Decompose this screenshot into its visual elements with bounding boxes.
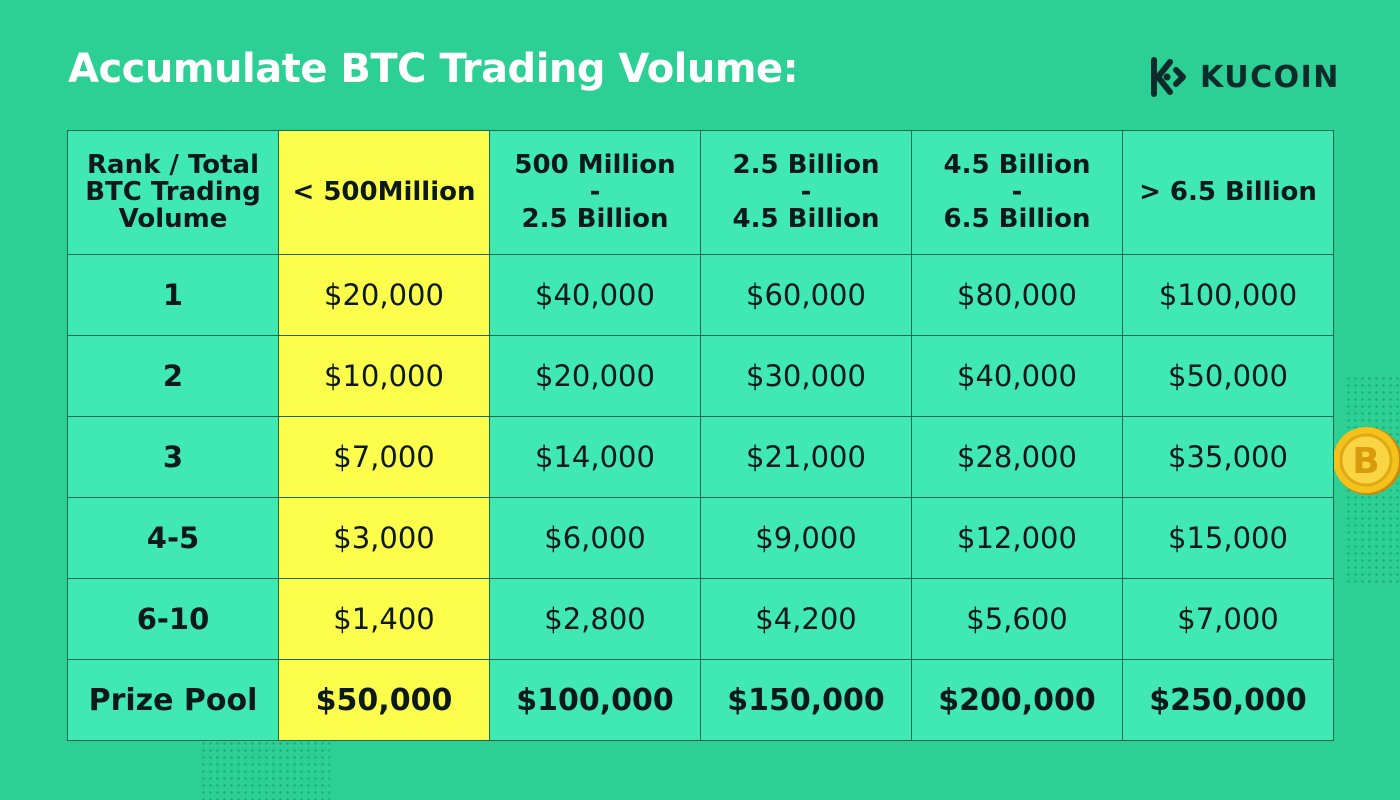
page-title: Accumulate BTC Trading Volume:	[68, 46, 799, 92]
prize-pool-cell: $100,000	[489, 659, 701, 741]
table-row: 3 $7,000 $14,000 $21,000 $28,000 $35,000	[67, 416, 1334, 498]
prize-cell: $7,000	[1122, 578, 1334, 660]
dot-pattern-decoration	[200, 740, 330, 800]
prize-cell: $15,000	[1122, 497, 1334, 579]
prize-cell: $3,000	[278, 497, 490, 579]
prize-cell: $7,000	[278, 416, 490, 498]
prize-cell: $12,000	[911, 497, 1123, 579]
kucoin-logo: KUCOIN	[1146, 56, 1340, 98]
prize-cell: $21,000	[700, 416, 912, 498]
table-row: 4-5 $3,000 $6,000 $9,000 $12,000 $15,000	[67, 497, 1334, 579]
table-row: 2 $10,000 $20,000 $30,000 $40,000 $50,00…	[67, 335, 1334, 417]
svg-text:B: B	[1352, 441, 1379, 482]
prize-cell: $35,000	[1122, 416, 1334, 498]
prize-cell: $1,400	[278, 578, 490, 660]
prize-cell: $2,800	[489, 578, 701, 660]
prize-cell: $40,000	[489, 254, 701, 336]
volume-tier-header: > 6.5 Billion	[1122, 130, 1334, 255]
prize-pool-cell: $200,000	[911, 659, 1123, 741]
prize-cell: $40,000	[911, 335, 1123, 417]
prize-cell: $80,000	[911, 254, 1123, 336]
prize-cell: $50,000	[1122, 335, 1334, 417]
rank-cell: 1	[67, 254, 279, 336]
volume-tier-header: < 500Million	[278, 130, 490, 255]
prize-cell: $14,000	[489, 416, 701, 498]
prize-pool-cell: $150,000	[700, 659, 912, 741]
prize-pool-row: Prize Pool $50,000 $100,000 $150,000 $20…	[67, 659, 1334, 741]
rank-cell: 3	[67, 416, 279, 498]
prize-cell: $20,000	[278, 254, 490, 336]
rank-cell: 2	[67, 335, 279, 417]
rank-cell: 4-5	[67, 497, 279, 579]
prize-cell: $60,000	[700, 254, 912, 336]
prize-cell: $20,000	[489, 335, 701, 417]
volume-tier-header: 500 Million - 2.5 Billion	[489, 130, 701, 255]
prize-cell: $9,000	[700, 497, 912, 579]
table-row: 1 $20,000 $40,000 $60,000 $80,000 $100,0…	[67, 254, 1334, 336]
prize-cell: $10,000	[278, 335, 490, 417]
rank-header: Rank / Total BTC Trading Volume	[67, 130, 279, 255]
rank-cell: 6-10	[67, 578, 279, 660]
prize-pool-cell: $250,000	[1122, 659, 1334, 741]
volume-tier-header: 2.5 Billion - 4.5 Billion	[700, 130, 912, 255]
prize-pool-label: Prize Pool	[67, 659, 279, 741]
prize-pool-cell: $50,000	[278, 659, 490, 741]
prize-cell: $100,000	[1122, 254, 1334, 336]
table-header-row: Rank / Total BTC Trading Volume < 500Mil…	[67, 130, 1334, 255]
prize-cell: $4,200	[700, 578, 912, 660]
bitcoin-coin-icon: B	[1333, 427, 1400, 495]
prize-cell: $30,000	[700, 335, 912, 417]
logo-text: KUCOIN	[1200, 59, 1340, 95]
volume-tier-header: 4.5 Billion - 6.5 Billion	[911, 130, 1123, 255]
prize-cell: $6,000	[489, 497, 701, 579]
prize-table: Rank / Total BTC Trading Volume < 500Mil…	[67, 130, 1334, 741]
kucoin-logo-icon	[1151, 57, 1186, 97]
prize-cell: $28,000	[911, 416, 1123, 498]
prize-cell: $5,600	[911, 578, 1123, 660]
table-row: 6-10 $1,400 $2,800 $4,200 $5,600 $7,000	[67, 578, 1334, 660]
